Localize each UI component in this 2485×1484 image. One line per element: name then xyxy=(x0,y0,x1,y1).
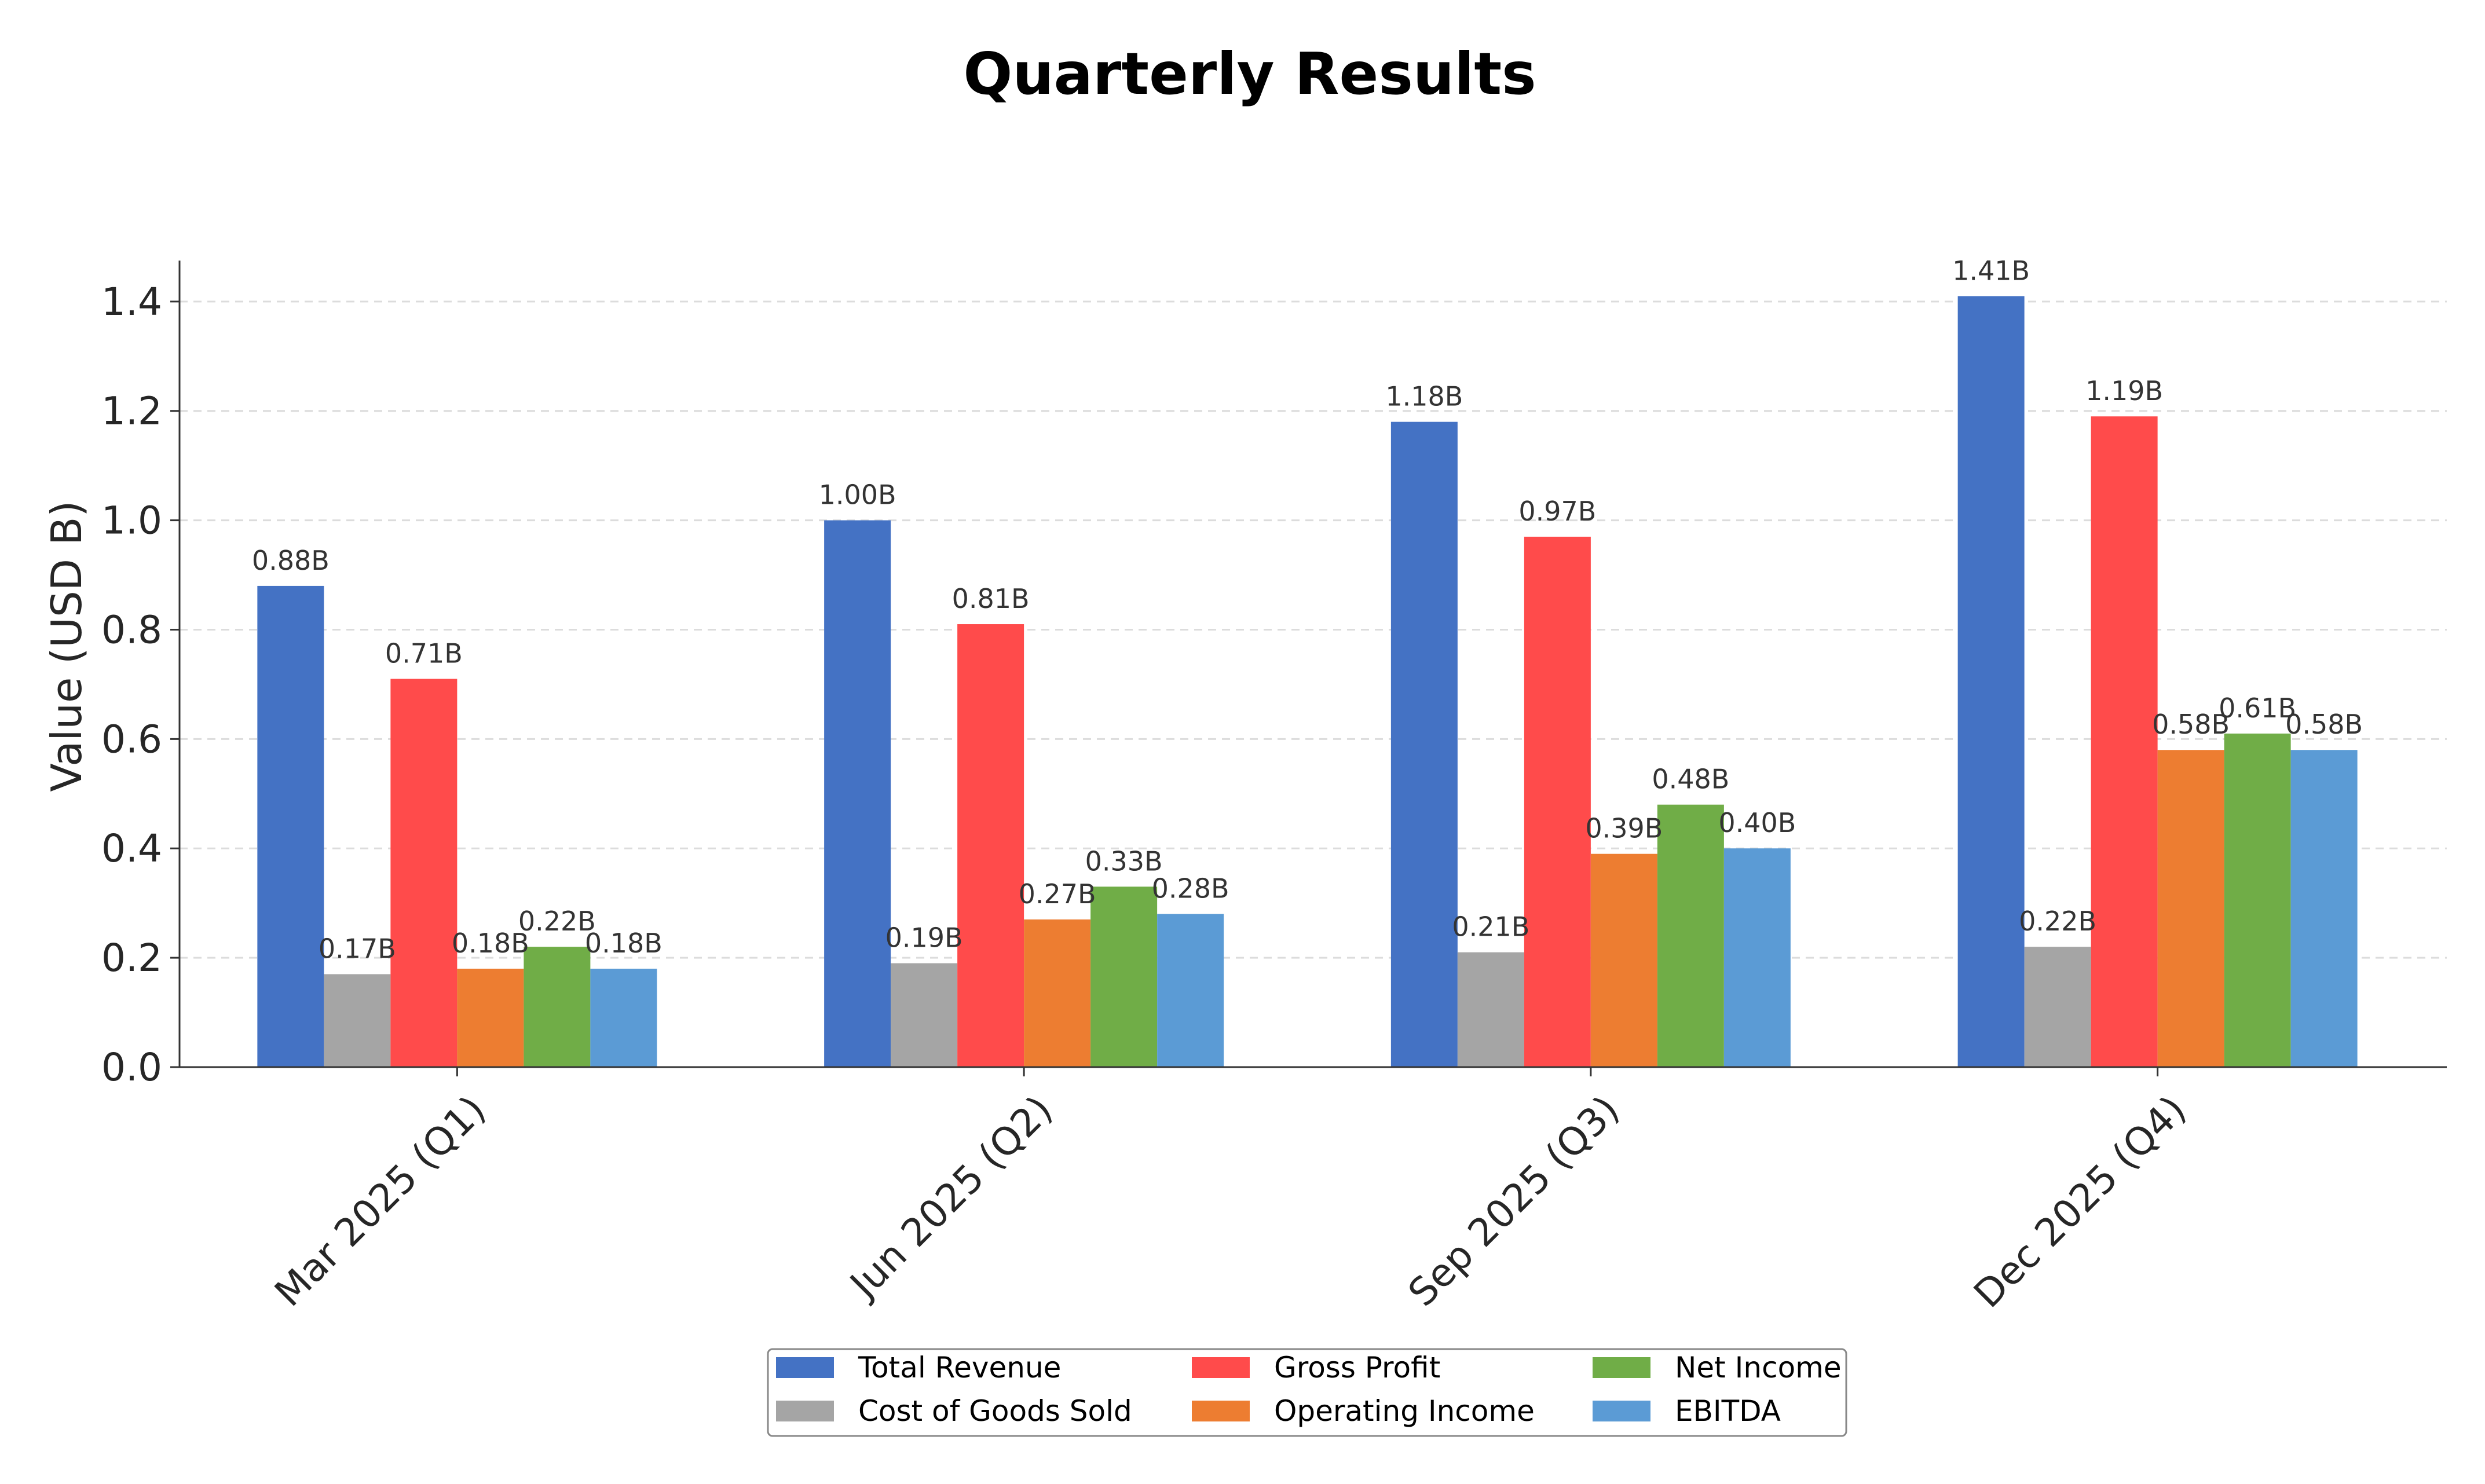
data-label: 0.61B xyxy=(2219,692,2296,724)
x-tick-label: Dec 2025 (Q4) xyxy=(1966,1087,2195,1317)
bar xyxy=(257,585,324,1067)
data-label: 0.19B xyxy=(885,922,963,954)
y-tick-label: 1.2 xyxy=(101,389,162,434)
legend-label: Gross Profit xyxy=(1274,1351,1440,1384)
bars-group xyxy=(257,296,2358,1067)
y-tick-label: 0.2 xyxy=(101,936,162,980)
legend-swatch xyxy=(1192,1357,1250,1378)
legend-label: Operating Income xyxy=(1274,1394,1535,1428)
bar xyxy=(2024,947,2091,1067)
bar xyxy=(1090,886,1158,1067)
data-label: 0.22B xyxy=(518,906,596,937)
data-label: 0.58B xyxy=(2285,709,2363,740)
y-axis-label: Value (USD B) xyxy=(42,501,91,792)
bar xyxy=(1390,422,1458,1067)
data-label: 0.58B xyxy=(2152,709,2230,740)
data-label: 0.18B xyxy=(585,928,663,959)
bar xyxy=(891,963,958,1067)
data-label: 0.71B xyxy=(385,637,463,669)
data-label: 1.19B xyxy=(2085,375,2163,406)
bar xyxy=(957,624,1024,1067)
x-tick-label: Jun 2025 (Q2) xyxy=(840,1087,1061,1308)
data-label: 0.39B xyxy=(1585,813,1663,844)
legend-swatch xyxy=(1593,1401,1650,1421)
y-tick-label: 0.4 xyxy=(101,826,162,871)
bar xyxy=(1723,848,1791,1067)
bar xyxy=(2091,416,2158,1067)
x-ticks-group: Mar 2025 (Q1) Jun 2025 (Q2) Sep 2025 (Q3) D… xyxy=(266,1067,2195,1317)
y-ticks-group: 0.0 0.2 0.4 0.6 0.8 1.0 1.2 1.4 xyxy=(101,280,180,1090)
bar xyxy=(1524,536,1591,1067)
data-label: 0.40B xyxy=(1718,807,1796,838)
bar xyxy=(1957,296,2025,1067)
data-label: 0.27B xyxy=(1019,878,1096,910)
legend-swatch xyxy=(1192,1401,1250,1421)
data-label: 1.00B xyxy=(819,479,896,511)
bar xyxy=(1590,853,1657,1067)
bar xyxy=(590,969,657,1067)
data-label: 1.41B xyxy=(1952,255,2030,286)
y-tick-label: 0.6 xyxy=(101,717,162,761)
legend-box xyxy=(767,1348,1847,1437)
data-label: 0.48B xyxy=(1652,764,1729,795)
data-label: 0.21B xyxy=(1452,911,1529,943)
legend-label: Net Income xyxy=(1675,1351,1842,1384)
data-label: 0.28B xyxy=(1152,873,1229,904)
y-tick-label: 0.0 xyxy=(101,1045,162,1090)
y-tick-label: 1.4 xyxy=(101,280,162,324)
data-label: 0.18B xyxy=(452,928,529,959)
y-tick-label: 1.0 xyxy=(101,499,162,543)
legend-swatch xyxy=(1593,1357,1650,1378)
x-tick-label: Sep 2025 (Q3) xyxy=(1400,1087,1628,1316)
bar xyxy=(524,947,591,1067)
axes xyxy=(178,261,2447,1068)
bar xyxy=(1024,919,1091,1067)
bar xyxy=(324,974,391,1067)
x-tick-label: Mar 2025 (Q1) xyxy=(266,1087,495,1316)
legend-label: Cost of Goods Sold xyxy=(858,1394,1132,1428)
legend: Total Revenue Cost of Goods Sold Gross Pro… xyxy=(767,1348,1847,1437)
data-label: 0.81B xyxy=(952,583,1030,614)
legend-swatch xyxy=(776,1357,834,1378)
data-label: 0.33B xyxy=(1085,845,1163,877)
legend-label: Total Revenue xyxy=(858,1351,1061,1384)
bar xyxy=(2290,750,2358,1067)
bar xyxy=(390,679,458,1067)
bar xyxy=(2224,733,2291,1067)
data-label: 1.18B xyxy=(1385,381,1463,412)
y-tick-label: 0.8 xyxy=(101,607,162,652)
data-label: 0.88B xyxy=(252,545,330,576)
data-label: 0.22B xyxy=(2019,906,2096,937)
bar xyxy=(1457,952,1524,1067)
data-label: 0.17B xyxy=(319,933,396,964)
legend-label: EBITDA xyxy=(1675,1394,1781,1428)
bar xyxy=(1157,914,1224,1067)
bar xyxy=(824,520,891,1067)
data-labels-group: 0.88B 1.00B 1.18B 1.41B 0.17B 0.19B 0.21B 0.22B… xyxy=(252,255,2363,964)
data-label: 0.97B xyxy=(1518,496,1596,527)
gridlines xyxy=(180,301,2447,959)
chart-title: Quarterly Results xyxy=(963,40,1536,108)
legend-swatch xyxy=(776,1401,834,1421)
bar xyxy=(457,969,524,1067)
bar xyxy=(1657,804,1724,1067)
bar xyxy=(2157,750,2224,1067)
